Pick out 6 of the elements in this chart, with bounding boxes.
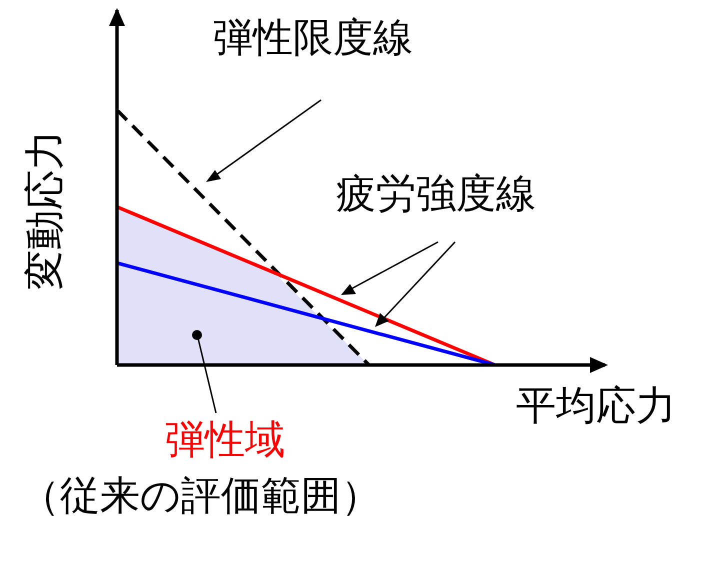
text: 弾性限度線 bbox=[213, 15, 413, 61]
y-axis-title: 変動応力 bbox=[22, 130, 68, 290]
x-axis-title: 平均応力 bbox=[516, 383, 676, 429]
text: 弾性域 bbox=[165, 417, 285, 463]
annotation: 疲労強度線 bbox=[336, 171, 536, 217]
text: （従来の評価範囲） bbox=[20, 473, 381, 519]
